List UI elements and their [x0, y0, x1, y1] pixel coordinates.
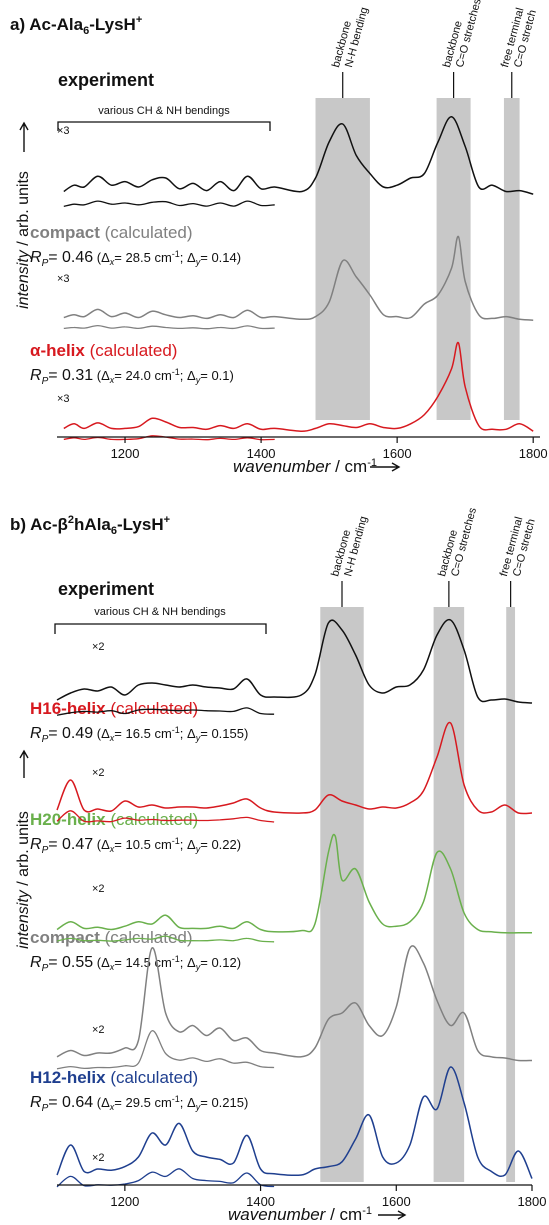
series-h16-helix-unscaled-line	[56, 810, 275, 823]
panel-b-rp-h12: RP= 0.64 (Δx= 29.5 cm-1; Δy= 0.215)	[30, 1094, 248, 1114]
panel-a-series	[63, 116, 534, 441]
series-compact-line	[56, 945, 533, 1062]
panel-b-bands	[320, 607, 516, 1182]
panel-b-xlabel: wavenumber / cm-1	[228, 1205, 372, 1224]
panel-b-label-h12: H12-helix (calculated)	[30, 1068, 198, 1087]
panel-b-scale-h12: ×2	[92, 1152, 105, 1164]
series-h20-helix-unscaled-line	[56, 935, 275, 943]
band-1	[320, 607, 364, 1182]
x-tick-label: 1600	[383, 446, 412, 461]
panel-a-label-alpha-helix: α-helix (calculated)	[30, 341, 177, 360]
panel-a-xlabel: wavenumber / cm-1	[233, 457, 377, 476]
panel-b-scale-experiment: ×2	[92, 641, 105, 653]
panel-b-label-experiment: experiment	[58, 579, 154, 599]
x-tick-label: 1600	[382, 1194, 411, 1209]
series-compact-unscaled-line	[63, 324, 275, 330]
panel-a-rp-alpha: RP= 0.31 (Δx= 24.0 cm-1; Δy= 0.1)	[30, 367, 234, 387]
panel-a-bracket-label: various CH & NH bendings	[98, 105, 230, 117]
x-tick-label: 1400	[247, 446, 276, 461]
panel-b-rp-compact: RP= 0.55 (Δx= 14.5 cm-1; Δy= 0.12)	[30, 954, 241, 974]
x-tick-label: 1200	[111, 446, 140, 461]
x-tick-label: 1400	[246, 1194, 275, 1209]
panel-b-label-compact: compact (calculated)	[30, 928, 193, 947]
panel-a-bracket	[57, 121, 271, 131]
panel-b-scale-h16: ×2	[92, 767, 105, 779]
panel-a-ticks: 1200 1400 1600 1800	[111, 437, 548, 461]
series-h20-helix-line	[56, 833, 532, 934]
panel-a-rp-compact: RP= 0.46 (Δx= 28.5 cm-1; Δy= 0.14)	[30, 249, 241, 269]
panel-b-ticks: 1200 1400 1600 1800	[110, 1185, 546, 1209]
series-h12-helix-line	[56, 1066, 533, 1179]
panel-b-label-h20: H20-helix (calculated)	[30, 810, 198, 829]
panel-a-label-experiment: experiment	[58, 70, 154, 90]
panel-b-ylabel: intensity / arb. units	[15, 811, 32, 949]
series-compact-line	[63, 235, 534, 321]
series-compact-unscaled-line	[56, 1030, 275, 1070]
band-3	[503, 98, 520, 420]
panel-a-yarrow	[19, 121, 29, 152]
panel-b-bracket	[54, 623, 267, 634]
panel-a-scale-compact: ×3	[57, 273, 70, 285]
x-tick-label: 1800	[518, 1194, 547, 1209]
series-experiment-unscaled-line	[63, 200, 275, 208]
panel-a-scale-experiment: ×3	[57, 125, 70, 137]
panel-b-series	[56, 618, 533, 1188]
x-tick-label: 1200	[110, 1194, 139, 1209]
x-tick-label: 1800	[519, 446, 548, 461]
panel-b-title: b) Ac-β2hAla6-LysH+	[10, 514, 170, 537]
panel-b-rp-h20: RP= 0.47 (Δx= 10.5 cm-1; Δy= 0.22)	[30, 836, 241, 856]
panel-b-scale-h20: ×2	[92, 883, 105, 895]
panel-b-scale-compact: ×2	[92, 1024, 105, 1036]
series-h16-helix-line	[56, 721, 533, 815]
series-experiment-line	[63, 116, 534, 195]
panel-b-bracket-label: various CH & NH bendings	[94, 606, 226, 618]
series-experiment-line	[56, 618, 533, 704]
panel-b-yarrow	[19, 749, 29, 778]
band-2	[433, 607, 465, 1182]
band-3	[506, 607, 516, 1182]
band-1	[315, 98, 370, 420]
series--helix-line	[63, 341, 534, 432]
panel-a-ylabel: intensity / arb. units	[15, 171, 32, 309]
panel-b-xarrow	[378, 1210, 407, 1220]
series-experiment-unscaled-line	[56, 707, 275, 716]
panel-a-xarrow	[370, 462, 401, 472]
panel-a-title: a) Ac-Ala6-LysH+	[10, 14, 142, 37]
panel-a-scale-alpha: ×3	[57, 393, 70, 405]
panel-b-label-h16: H16-helix (calculated)	[30, 699, 198, 718]
panel-a-bands	[315, 98, 520, 420]
panel-a-label-compact: compact (calculated)	[30, 223, 193, 242]
panel-b-rp-h16: RP= 0.49 (Δx= 16.5 cm-1; Δy= 0.155)	[30, 725, 248, 745]
